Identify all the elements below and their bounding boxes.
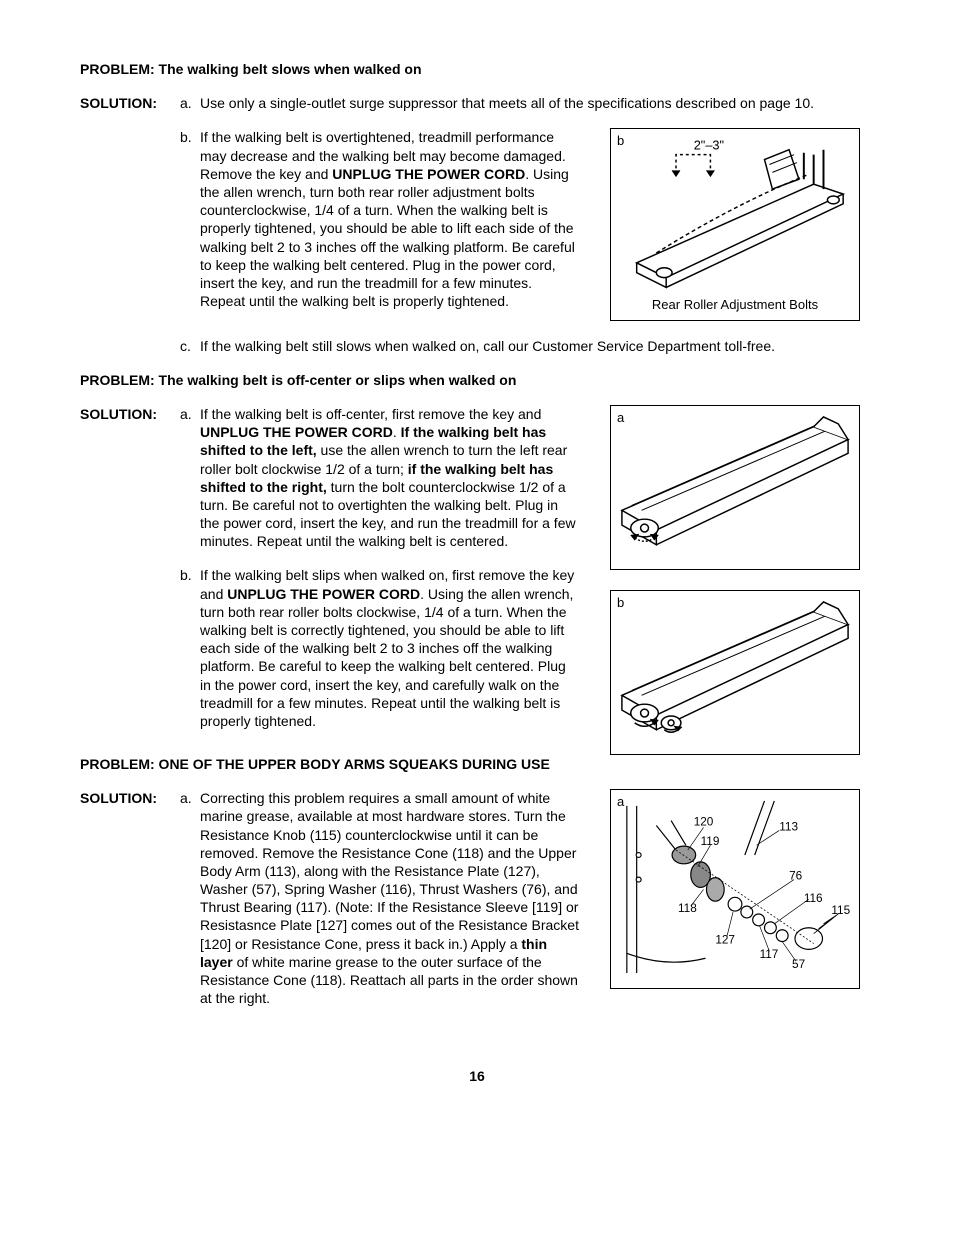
solution-label: SOLUTION: — [80, 405, 180, 423]
figure-upper-body-arm: a 120 — [610, 789, 860, 989]
page-number: 16 — [80, 1067, 874, 1085]
solution-label: SOLUTION: — [80, 94, 180, 112]
part-label: 127 — [715, 934, 735, 947]
part-label: 120 — [694, 816, 714, 829]
problem-3-solution-a-row: SOLUTION: a. Correcting this problem req… — [80, 789, 874, 1007]
problem-1-title: PROBLEM: The walking belt slows when wal… — [80, 60, 874, 78]
figure-label: b — [617, 133, 624, 150]
item-letter: b. — [180, 566, 200, 584]
part-label: 76 — [789, 870, 803, 883]
item-letter: c. — [180, 337, 200, 355]
problem-1-solution-b-row: b. If the walking belt is overtightened,… — [80, 128, 874, 320]
part-label: 116 — [804, 892, 823, 905]
problem-2-title: PROBLEM: The walking belt is off-center … — [80, 371, 874, 389]
figure-caption: Rear Roller Adjustment Bolts — [617, 297, 853, 314]
item-letter: a. — [180, 405, 200, 423]
figure-label: a — [617, 410, 624, 427]
solution-label: SOLUTION: — [80, 789, 180, 807]
solution-text: Correcting this problem requires a small… — [200, 789, 580, 1007]
solution-text: If the walking belt is off-center, first… — [200, 405, 580, 551]
figure-label: a — [617, 794, 624, 811]
item-letter: a. — [180, 94, 200, 112]
solution-text: If the walking belt still slows when wal… — [200, 337, 874, 355]
part-label: 118 — [678, 902, 697, 915]
part-label: 115 — [831, 904, 850, 917]
figure-rear-roller: b 2"–3" Rear Roller Adjustment Bolts — [610, 128, 860, 320]
problem-1-solution-c: c. If the walking belt still slows when … — [80, 337, 874, 355]
item-letter: a. — [180, 789, 200, 807]
problem-1-solution-a: SOLUTION: a. Use only a single-outlet su… — [80, 94, 874, 112]
item-letter: b. — [180, 128, 200, 146]
solution-text: If the walking belt slips when walked on… — [200, 566, 580, 730]
figure-offcenter-b: b — [610, 590, 860, 755]
part-label: 113 — [779, 821, 798, 834]
figure-label: b — [617, 595, 624, 612]
solution-text: If the walking belt is overtightened, tr… — [200, 128, 580, 310]
problem-3-title: PROBLEM: ONE OF THE UPPER BODY ARMS SQUE… — [80, 755, 874, 773]
solution-text: Use only a single-outlet surge suppresso… — [200, 94, 874, 112]
dimension-label: 2"–3" — [694, 138, 724, 153]
part-label: 57 — [792, 958, 805, 971]
problem-2-block: SOLUTION: a. If the walking belt is off-… — [80, 405, 874, 755]
figure-offcenter-a: a — [610, 405, 860, 570]
